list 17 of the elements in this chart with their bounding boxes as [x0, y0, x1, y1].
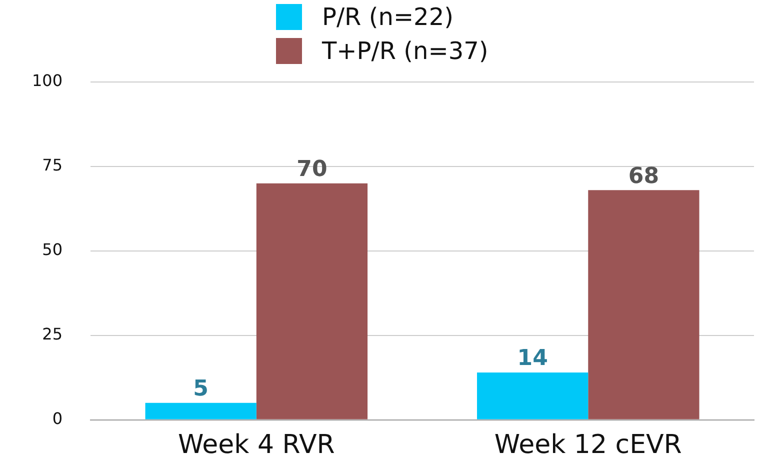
- data-label: 70: [296, 157, 328, 182]
- x-tick-label: Week 12 cEVR: [494, 430, 682, 460]
- data-label: 68: [628, 164, 660, 189]
- y-tick-label: 25: [42, 324, 63, 344]
- y-tick-label: 0: [52, 408, 63, 428]
- bar: [145, 402, 256, 420]
- legend-label: T+P/R (n=37): [322, 37, 488, 65]
- y-tick-label: 100: [32, 71, 63, 90]
- x-tick-label: Week 4 RVR: [178, 430, 335, 460]
- bar: [477, 372, 588, 420]
- bar: [256, 183, 368, 420]
- data-label: 14: [517, 346, 548, 372]
- y-tick-label: 75: [42, 156, 63, 175]
- legend-label: P/R (n=22): [322, 3, 454, 31]
- bar: [588, 190, 700, 420]
- y-tick-label: 50: [42, 240, 63, 260]
- data-label: 5: [193, 376, 208, 402]
